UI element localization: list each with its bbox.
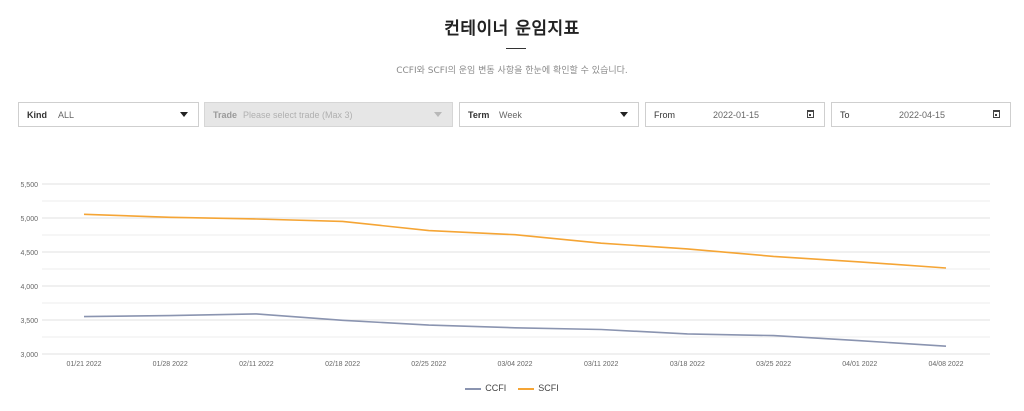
y-tick-label: 4,000 [20,284,38,291]
page-subtitle: CCFI와 SCFI의 운임 변동 사항을 한눈에 확인할 수 있습니다. [396,66,628,76]
calendar-icon[interactable] [807,110,814,118]
y-tick-label: 5,500 [20,182,38,189]
to-date-value: 2022-04-15 [899,110,946,120]
term-value: Week [499,110,522,120]
x-tick-label: 04/01 2022 [842,361,877,368]
y-tick-label: 3,500 [20,318,38,325]
to-date-input[interactable]: To 2022-04-15 [831,102,1011,127]
x-tick-label: 03/18 2022 [670,361,705,368]
from-label: From [654,110,675,120]
title-underline [506,48,526,49]
y-tick-label: 3,000 [20,352,38,359]
y-tick-label: 4,500 [20,250,38,257]
legend-swatch [518,387,535,390]
trade-placeholder: Please select trade (Max 3) [243,110,353,120]
x-tick-label: 03/11 2022 [584,361,619,368]
chart-legend: CCFI SCFI [0,383,1024,393]
x-tick-label: 03/25 2022 [756,361,791,368]
x-tick-label: 02/11 2022 [239,361,274,368]
kind-select[interactable]: Kind ALL [18,102,199,127]
kind-label: Kind [27,110,47,120]
freight-index-line-chart: 3,000 3,500 4,000 4,500 5,000 5,500 01/21 2022… [20,182,990,368]
chevron-down-icon [620,112,628,117]
legend-item-ccfi[interactable]: CCFI [465,383,506,393]
legend-label: SCFI [538,383,559,393]
term-select[interactable]: Term Week [459,102,639,127]
legend-swatch [465,387,482,390]
series-line-ccfi [83,313,947,347]
x-tick-label: 01/28 2022 [153,361,188,368]
legend-label: CCFI [485,383,507,393]
trade-label: Trade [213,110,238,120]
from-date-value: 2022-01-15 [713,110,760,120]
to-label: To [840,110,850,120]
x-tick-label: 02/25 2022 [411,361,446,368]
x-tick-label: 03/04 2022 [497,361,532,368]
series-line-scfi [83,213,947,269]
calendar-icon[interactable] [993,110,1000,118]
trade-select[interactable]: Trade Please select trade (Max 3) [204,102,453,127]
x-tick-label: 02/18 2022 [325,361,360,368]
x-tick-label: 01/21 2022 [66,361,101,368]
kind-value: ALL [58,110,75,120]
from-date-input[interactable]: From 2022-01-15 [645,102,825,127]
term-label: Term [468,110,490,120]
chevron-down-icon [434,112,442,117]
x-tick-label: 04/08 2022 [928,361,963,368]
y-tick-label: 5,000 [20,216,38,223]
legend-item-scfi[interactable]: SCFI [518,383,559,393]
chevron-down-icon [180,112,188,117]
page-title: 컨테이너 운임지표 [444,19,580,39]
